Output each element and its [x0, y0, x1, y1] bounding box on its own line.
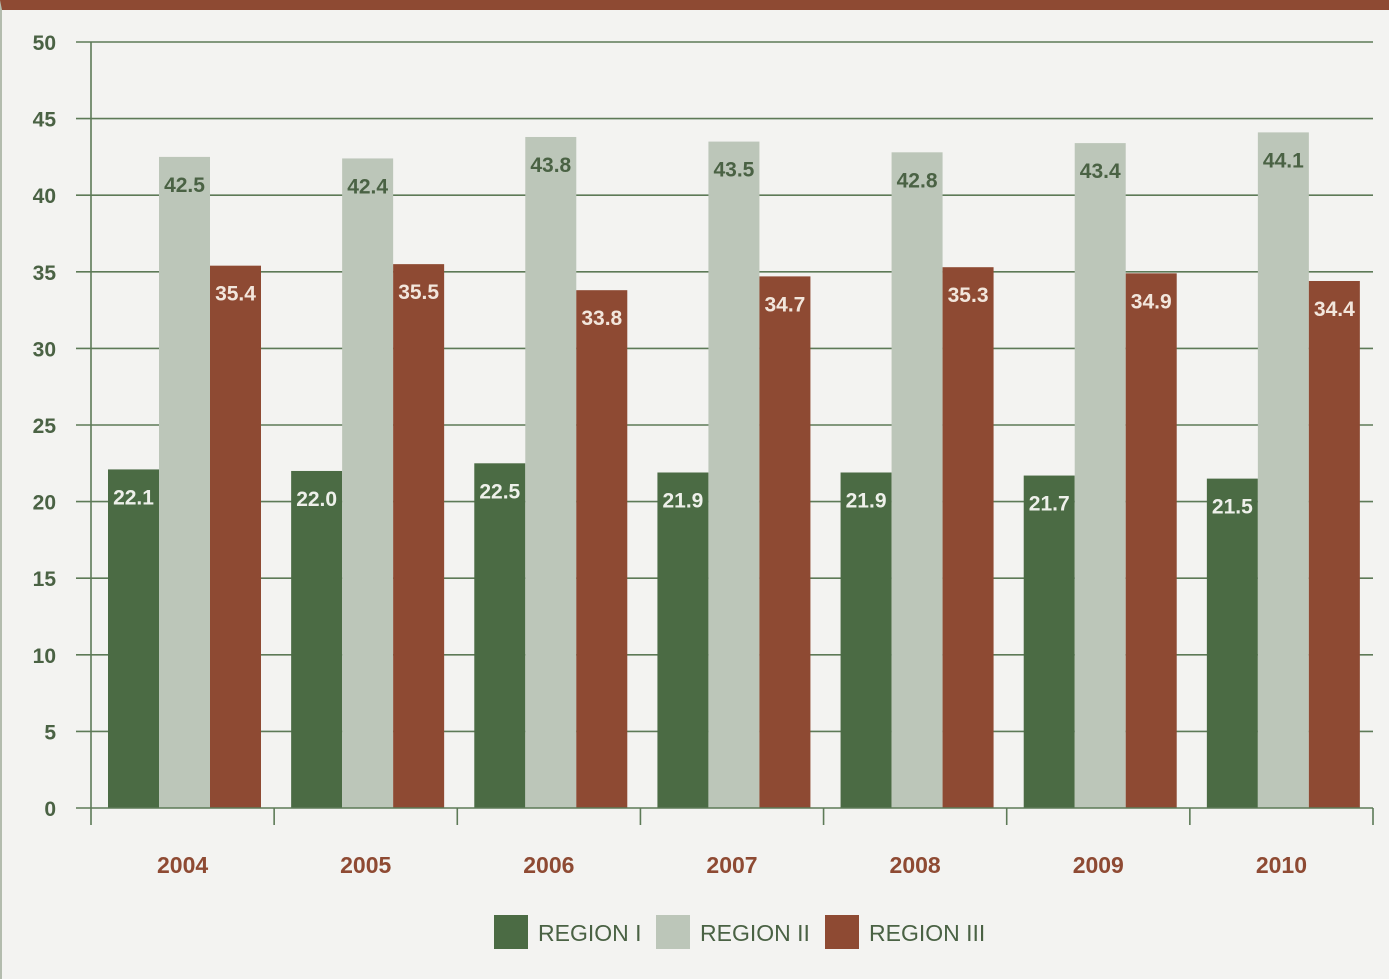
data-label: 34.7 — [764, 293, 805, 316]
legend-swatch — [825, 915, 859, 949]
bar — [210, 265, 261, 808]
data-label: 42.4 — [347, 175, 388, 198]
legend-label: REGION I — [538, 920, 642, 946]
x-tick-label: 2010 — [1256, 852, 1307, 878]
bar — [759, 276, 811, 808]
bar — [291, 470, 343, 808]
bar — [657, 472, 709, 808]
x-tick-label: 2007 — [706, 852, 757, 878]
y-tick-label: 5 — [44, 721, 56, 744]
data-label: 43.8 — [530, 154, 571, 177]
y-tick-label: 0 — [44, 798, 56, 821]
bar — [1074, 143, 1126, 808]
legend-swatch — [494, 915, 528, 949]
axes: 0 5 10 15 20 25 30 35 40 45 50 2004 2005 2006 2007 2008… — [33, 32, 1374, 878]
y-tick-label: 30 — [33, 338, 56, 361]
bar — [891, 152, 943, 808]
bar — [474, 463, 526, 808]
data-label: 21.9 — [662, 489, 703, 512]
x-tick-label: 2008 — [890, 852, 941, 878]
bar — [942, 267, 994, 809]
bars — [108, 132, 1360, 809]
bar — [708, 141, 760, 808]
data-label: 22.0 — [296, 488, 337, 511]
y-tick-label: 35 — [33, 262, 57, 285]
x-tick-label: 2006 — [523, 852, 574, 878]
data-label: 44.1 — [1263, 149, 1304, 172]
data-label: 42.5 — [164, 174, 205, 197]
bar — [108, 469, 159, 808]
x-tick-label: 2005 — [340, 852, 391, 878]
data-label: 35.4 — [215, 283, 256, 306]
y-tick-label: 25 — [33, 415, 57, 438]
data-label: 35.5 — [398, 281, 439, 304]
bar — [1308, 280, 1360, 808]
legend-swatch — [656, 915, 690, 949]
y-tick-label: 50 — [33, 32, 56, 55]
x-tick-label: 2009 — [1073, 852, 1124, 878]
bar — [393, 264, 445, 808]
bar — [1206, 478, 1258, 808]
bar — [525, 136, 577, 808]
bar — [342, 158, 394, 808]
y-tick-label: 45 — [33, 109, 57, 132]
bar — [1023, 475, 1075, 808]
data-label: 22.1 — [113, 486, 154, 509]
data-label: 43.5 — [713, 159, 754, 182]
x-tick-label: 2004 — [157, 852, 208, 878]
y-tick-label: 15 — [33, 568, 57, 591]
legend: REGION I REGION II REGION III — [494, 915, 985, 949]
data-label: 34.9 — [1131, 290, 1172, 313]
data-label: 34.4 — [1314, 298, 1355, 321]
data-label: 35.3 — [948, 284, 989, 307]
bar — [576, 290, 628, 809]
bar — [1125, 273, 1177, 808]
data-label: 21.9 — [846, 489, 887, 512]
data-label: 42.8 — [897, 169, 938, 192]
data-labels: 22.1 42.5 35.4 22.0 42.4 35.5 22.5 43.8 33.8 21.9… — [113, 149, 1355, 518]
y-tick-label: 20 — [33, 492, 56, 515]
bar — [1257, 132, 1309, 808]
y-tick-label: 10 — [33, 645, 56, 668]
data-label: 43.4 — [1080, 160, 1121, 183]
data-label: 21.7 — [1029, 493, 1070, 516]
data-label: 21.5 — [1212, 496, 1253, 519]
bar — [159, 156, 210, 808]
bar — [840, 472, 892, 808]
legend-label: REGION III — [869, 920, 985, 946]
data-label: 22.5 — [479, 480, 520, 503]
y-tick-label: 40 — [33, 185, 56, 208]
data-label: 33.8 — [581, 307, 622, 330]
legend-label: REGION II — [700, 920, 810, 946]
